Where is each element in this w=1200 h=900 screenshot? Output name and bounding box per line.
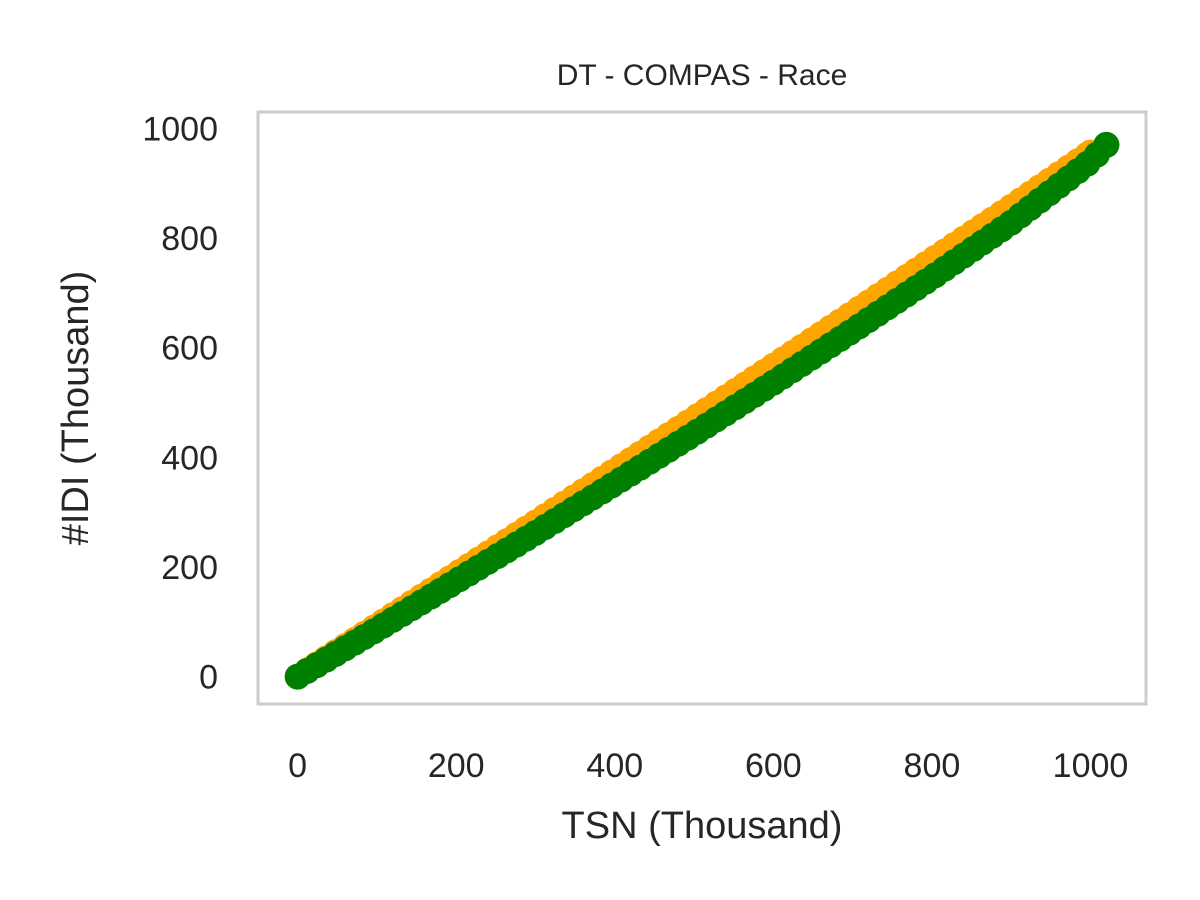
- y-tick-label: 1000: [142, 110, 218, 148]
- chart-title: DT - COMPAS - Race: [557, 59, 848, 92]
- y-tick-label: 0: [199, 659, 218, 697]
- series-2: [284, 131, 1120, 690]
- y-axis-label: #IDI (Thousand): [55, 271, 97, 546]
- y-tick-label: 600: [161, 330, 218, 368]
- x-tick-label: 1000: [1053, 747, 1129, 785]
- x-tick-label: 600: [745, 747, 802, 785]
- y-tick-label: 400: [161, 439, 218, 477]
- data-point: [1093, 131, 1120, 158]
- y-tick-label: 800: [161, 220, 218, 258]
- x-tick-label: 0: [288, 747, 307, 785]
- y-tick-label: 200: [161, 549, 218, 587]
- x-tick-labels: 0 200 400 600 800 1000: [288, 747, 1128, 785]
- x-tick-label: 400: [586, 747, 643, 785]
- y-tick-labels: 0 200 400 600 800 1000: [142, 110, 218, 696]
- x-tick-label: 800: [904, 747, 961, 785]
- series-layer: [284, 131, 1120, 690]
- x-tick-label: 200: [428, 747, 485, 785]
- x-axis-label: TSN (Thousand): [562, 805, 843, 847]
